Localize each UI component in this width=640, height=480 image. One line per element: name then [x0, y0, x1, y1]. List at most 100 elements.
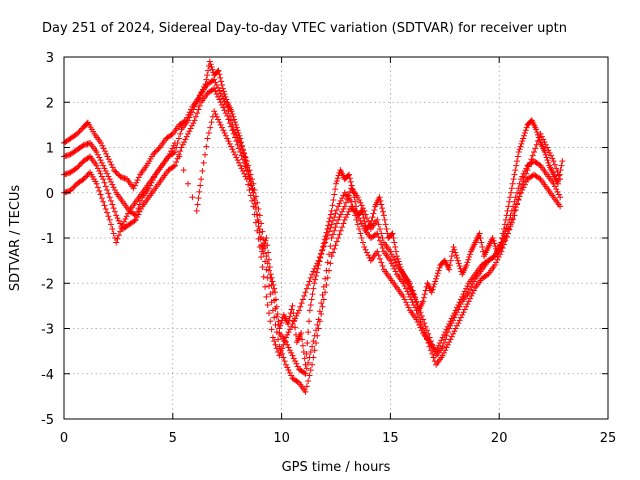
data-point-marker [324, 232, 331, 239]
data-point-marker [294, 378, 301, 385]
data-point-marker [357, 230, 364, 237]
data-point-marker [255, 218, 262, 225]
data-point-marker [102, 183, 109, 190]
data-point-marker [282, 334, 289, 341]
data-point-marker [549, 155, 556, 162]
data-point-marker [448, 253, 455, 260]
data-point-marker [113, 212, 120, 219]
x-axis-label: GPS time / hours [282, 460, 391, 475]
data-point-marker [393, 253, 400, 260]
data-point-marker [359, 223, 366, 230]
data-point-marker [101, 202, 108, 209]
data-point-marker [478, 239, 485, 246]
data-point-marker [114, 171, 121, 178]
data-point-marker [511, 171, 518, 178]
data-point-marker [233, 138, 240, 145]
data-point-marker [429, 350, 436, 357]
data-point-marker [169, 145, 176, 152]
data-point-marker [453, 254, 460, 261]
data-point-marker [528, 156, 535, 163]
data-point-marker [193, 207, 200, 214]
data-point-marker [254, 199, 261, 206]
data-point-marker [268, 282, 275, 289]
data-point-marker [361, 244, 368, 251]
data-point-marker [168, 148, 175, 155]
y-tick-label: -2 [41, 277, 54, 292]
data-point-marker [551, 183, 558, 190]
data-point-marker [77, 126, 84, 133]
data-point-marker [233, 124, 240, 131]
y-tick-label: 2 [46, 96, 54, 111]
data-point-marker [179, 141, 186, 148]
data-point-marker [536, 134, 543, 141]
data-point-marker [250, 203, 257, 210]
data-point-marker [514, 153, 521, 160]
data-point-marker [323, 229, 330, 236]
data-point-marker [327, 243, 334, 250]
data-point-marker [390, 263, 397, 270]
data-point-marker [541, 139, 548, 146]
data-point-marker [417, 324, 424, 331]
data-point-marker [251, 211, 258, 218]
data-point-marker [443, 326, 450, 333]
data-point-marker [533, 141, 540, 148]
data-point-marker [115, 232, 122, 239]
data-point-marker [352, 212, 359, 219]
data-point-marker [237, 162, 244, 169]
data-point-marker [403, 285, 410, 292]
data-point-marker [233, 154, 240, 161]
data-point-marker [461, 306, 468, 313]
data-point-marker [536, 175, 543, 182]
data-point-marker [453, 322, 460, 329]
data-point-marker [67, 187, 74, 194]
data-point-marker [520, 184, 527, 191]
data-point-marker [523, 178, 530, 185]
data-point-marker [337, 197, 344, 204]
data-point-marker [217, 90, 224, 97]
data-point-marker [105, 190, 112, 197]
data-point-marker [190, 120, 197, 127]
data-point-marker [292, 358, 299, 365]
data-point-marker [229, 146, 236, 153]
data-point-marker [493, 259, 500, 266]
data-point-marker [207, 61, 214, 68]
data-point-marker [259, 228, 266, 235]
data-point-marker [247, 192, 254, 199]
data-point-marker [327, 260, 334, 267]
data-point-marker [354, 221, 361, 228]
data-point-marker [150, 151, 157, 158]
data-point-marker [377, 197, 384, 204]
data-point-marker [138, 206, 145, 213]
data-point-marker [520, 135, 527, 142]
data-point-marker [208, 119, 215, 126]
data-point-marker [213, 82, 220, 89]
data-point-marker [306, 318, 313, 325]
data-point-marker [212, 79, 219, 86]
data-point-marker [107, 158, 114, 165]
data-point-marker [234, 157, 241, 164]
data-point-marker [329, 217, 336, 224]
data-point-marker [151, 149, 158, 156]
y-tick-label: -3 [41, 323, 54, 338]
data-point-marker [323, 235, 330, 242]
data-point-marker [509, 180, 516, 187]
x-tick-label: 0 [60, 431, 68, 446]
data-point-marker [243, 167, 250, 174]
data-point-marker [264, 274, 271, 281]
data-point-marker [235, 137, 242, 144]
data-point-marker [508, 185, 515, 192]
data-point-marker [118, 225, 125, 232]
data-point-marker [224, 112, 231, 119]
y-tick-label: 0 [46, 187, 54, 202]
data-point-marker [110, 230, 117, 237]
data-point-marker [320, 243, 327, 250]
data-point-marker [267, 291, 274, 298]
data-point-marker [293, 312, 300, 319]
data-point-marker [100, 162, 107, 169]
data-point-marker [94, 151, 101, 158]
data-point-marker [470, 287, 477, 294]
data-point-marker [310, 285, 317, 292]
data-point-marker [192, 113, 199, 120]
grid-lines [64, 57, 608, 419]
data-point-marker [516, 146, 523, 153]
